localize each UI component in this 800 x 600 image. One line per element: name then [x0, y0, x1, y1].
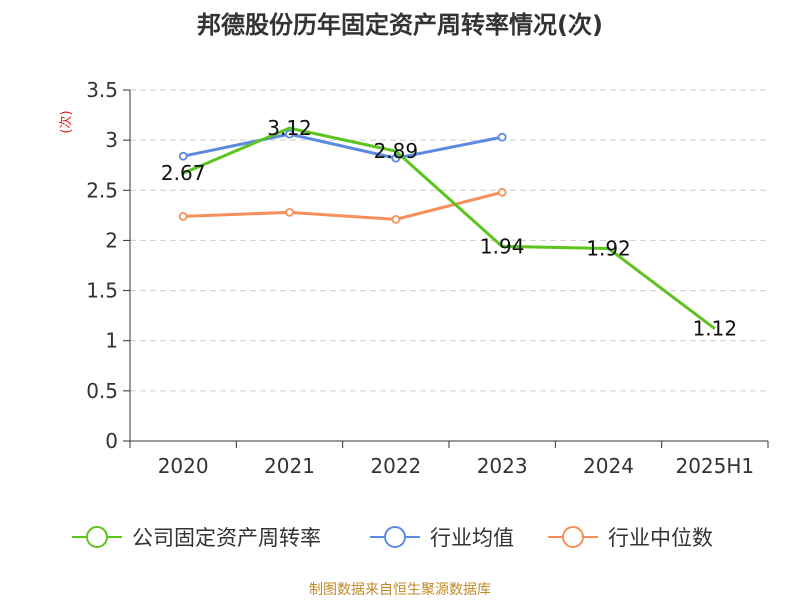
legend-label: 公司固定资产周转率 [132, 526, 321, 550]
legend-item[interactable]: 公司固定资产周转率 [72, 526, 321, 550]
series-0 [182, 126, 716, 330]
legend-item[interactable]: 行业中位数 [548, 526, 713, 550]
y-tick-label: 3.5 [86, 78, 118, 102]
chart-title: 邦德股份历年固定资产周转率情况(次) [197, 11, 603, 39]
x-tick-label: 2024 [583, 454, 634, 478]
legend-marker-icon [86, 526, 108, 548]
x-tick-label: 2022 [370, 454, 421, 478]
data-point [285, 129, 294, 139]
grid-lines [130, 89, 768, 392]
legend-label: 行业均值 [430, 526, 514, 550]
series-line [183, 190, 503, 221]
legend-marker-icon [384, 526, 406, 548]
data-label: 1.94 [480, 234, 525, 258]
axes: 0 0.5 1 1.5 2 2.5 3 3.5 2020 2021 2022 2023 2024 2025… [86, 78, 769, 478]
series-2 [178, 187, 507, 224]
series-line [182, 132, 503, 160]
data-label: 2.89 [374, 139, 419, 163]
y-tick-label: 3 [105, 128, 118, 152]
legend: 公司固定资产周转率 行业均值 行业中位数 [72, 526, 713, 550]
series-1 [178, 129, 507, 163]
legend-item[interactable]: 行业均值 [370, 526, 514, 550]
data-point [497, 132, 507, 142]
data-point [178, 211, 188, 221]
legend-marker-icon [562, 526, 584, 548]
data-label: 3.12 [267, 116, 312, 140]
data-point [391, 214, 401, 224]
series-line [182, 126, 716, 330]
data-point [497, 187, 507, 197]
x-tick-label: 2021 [264, 454, 315, 478]
legend-label: 行业中位数 [608, 526, 713, 550]
data-label: 2.67 [161, 161, 206, 185]
y-tick-label: 0.5 [86, 379, 118, 403]
data-point [285, 207, 294, 217]
y-tick-label: 1 [105, 329, 118, 353]
x-tick-label: 2020 [158, 454, 209, 478]
y-tick-label: 2 [105, 228, 118, 252]
y-tick-label: 0 [105, 429, 118, 453]
series-lines [178, 126, 716, 330]
data-point [178, 151, 188, 161]
x-tick-label: 2025H1 [675, 454, 754, 478]
source-note: 制图数据来自恒生聚源数据库 [309, 582, 491, 598]
y-tick-label: 1.5 [86, 279, 118, 303]
y-axis-label: (次) [58, 110, 74, 133]
data-labels: 2.67 3.12 2.89 1.94 1.92 1.12 [161, 116, 737, 341]
y-tick-label: 2.5 [86, 178, 118, 202]
data-label: 1.92 [586, 236, 631, 260]
data-label: 1.12 [693, 317, 738, 341]
x-tick-label: 2023 [477, 454, 528, 478]
data-point [391, 153, 401, 163]
